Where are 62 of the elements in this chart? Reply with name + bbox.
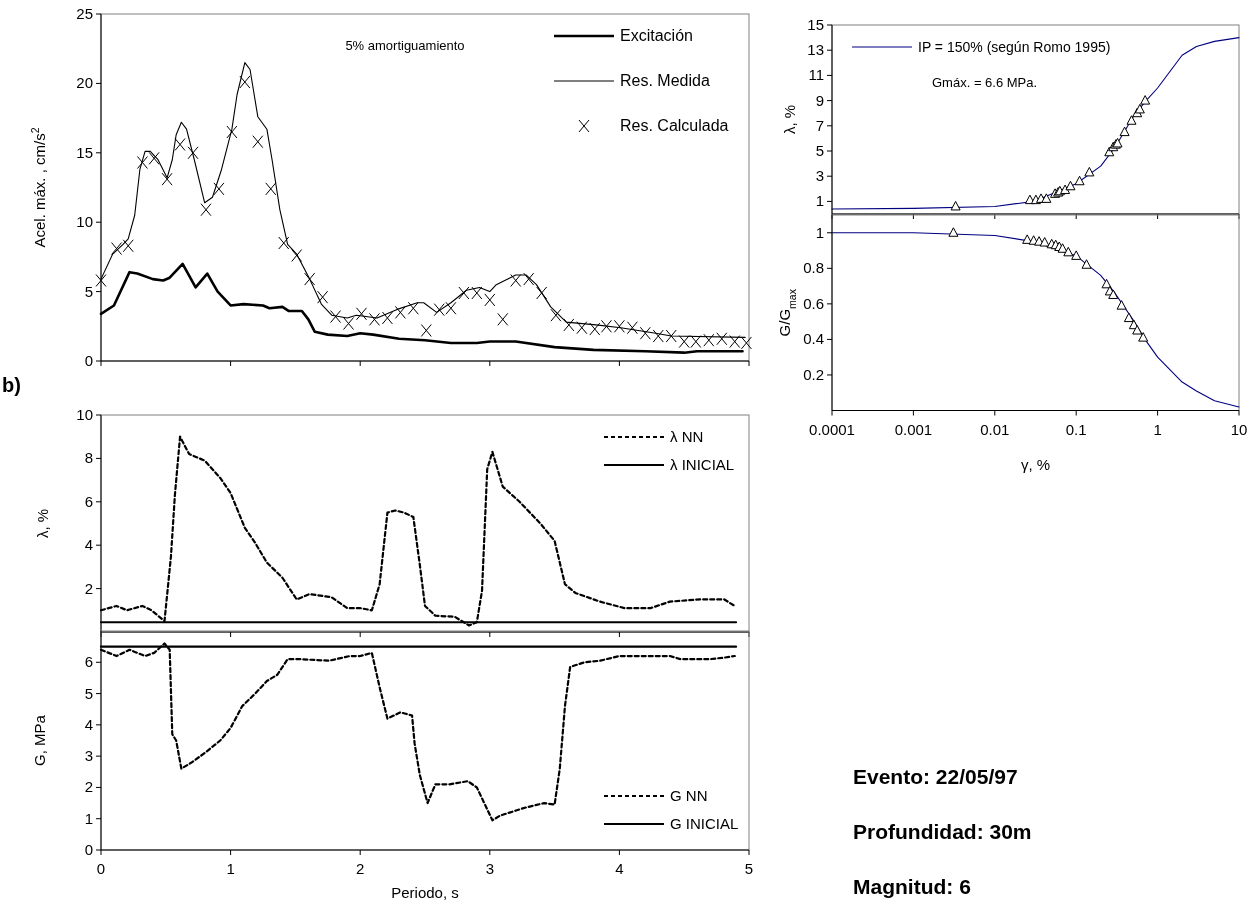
y-tick-label: 15 bbox=[807, 16, 824, 33]
x-axis-title: Periodo, s bbox=[391, 884, 459, 901]
text: Profundidad: 30m bbox=[853, 820, 1032, 843]
x-tick-label: 0.001 bbox=[894, 420, 933, 438]
y-tick-label: 9 bbox=[815, 91, 824, 109]
y-tick-label: 2 bbox=[84, 778, 93, 796]
y-tick-label: 6 bbox=[84, 492, 93, 510]
y-tick-label: 13 bbox=[807, 41, 824, 59]
y-axis-title: λ, % bbox=[34, 508, 51, 539]
y-tick-label: 3 bbox=[84, 747, 93, 765]
y-axis-title: λ, % bbox=[781, 104, 798, 135]
x-tick-label: 0.1 bbox=[1065, 420, 1087, 438]
x-tick-label: 4 bbox=[615, 860, 624, 877]
legend-label: λ NN bbox=[670, 428, 704, 445]
y-tick-label: 8 bbox=[84, 449, 93, 467]
annotation: Gmáx. = 6.6 MPa. bbox=[932, 75, 1038, 90]
y-tick-label: 15 bbox=[76, 143, 93, 161]
y-tick-label: 11 bbox=[808, 66, 824, 84]
legend-label: IP = 150% (según Romo 1995) bbox=[918, 39, 1111, 55]
y-tick-label: 25 bbox=[76, 5, 93, 22]
text: Evento: 22/05/97 bbox=[853, 765, 1018, 788]
legend-label: λ INICIAL bbox=[670, 456, 735, 473]
y-tick-label: 1 bbox=[815, 223, 824, 241]
y-tick-label: 0 bbox=[84, 841, 93, 858]
x-tick-label: 1 bbox=[1153, 420, 1162, 438]
y-tick-label: 20 bbox=[76, 74, 93, 92]
y-tick-label: 4 bbox=[84, 536, 93, 554]
y-tick-label: 1 bbox=[84, 809, 93, 827]
x-tick-label: 0.0001 bbox=[809, 420, 855, 438]
annotation: 5% amortiguamiento bbox=[345, 38, 465, 53]
y-tick-label: 7 bbox=[815, 116, 824, 134]
y-tick-label: 5 bbox=[84, 282, 93, 300]
legend-label: Res. Medida bbox=[620, 72, 710, 89]
y-tick-label: 10 bbox=[76, 406, 93, 423]
x-tick-label: 0 bbox=[96, 860, 106, 877]
y-axis-title: G, MPa bbox=[31, 714, 48, 766]
legend-label: Res. Calculada bbox=[620, 117, 729, 134]
y-tick-label: 2 bbox=[84, 579, 93, 597]
y-tick-label: 1 bbox=[815, 192, 824, 210]
y-tick-label: 4 bbox=[84, 715, 93, 733]
y-tick-label: 6 bbox=[84, 653, 93, 671]
y-tick-label: 10 bbox=[76, 213, 93, 231]
x-tick-label: 2 bbox=[356, 860, 365, 877]
y-tick-label: 0.4 bbox=[803, 330, 824, 348]
y-tick-label: 5 bbox=[84, 684, 93, 702]
legend-label: Excitación bbox=[620, 27, 693, 44]
text: b) bbox=[2, 374, 21, 396]
y-tick-label: 0.8 bbox=[803, 259, 824, 277]
legend-label: G NN bbox=[670, 787, 708, 804]
y-tick-label: 0.2 bbox=[803, 365, 824, 383]
y-tick-label: 0 bbox=[84, 352, 93, 369]
legend-label: G INICIAL bbox=[670, 815, 739, 832]
y-tick-label: 3 bbox=[815, 167, 824, 185]
x-tick-label: 3 bbox=[485, 860, 494, 877]
x-tick-label: 5 bbox=[744, 860, 754, 877]
text: Magnitud: 6 bbox=[853, 875, 971, 898]
x-axis-title: γ, % bbox=[1020, 456, 1051, 473]
x-tick-label: 0.01 bbox=[980, 420, 1010, 438]
x-tick-label: 10 bbox=[1230, 420, 1248, 438]
y-tick-label: 5 bbox=[815, 142, 824, 159]
x-tick-label: 1 bbox=[226, 860, 235, 877]
y-tick-label: 0.6 bbox=[803, 294, 824, 312]
